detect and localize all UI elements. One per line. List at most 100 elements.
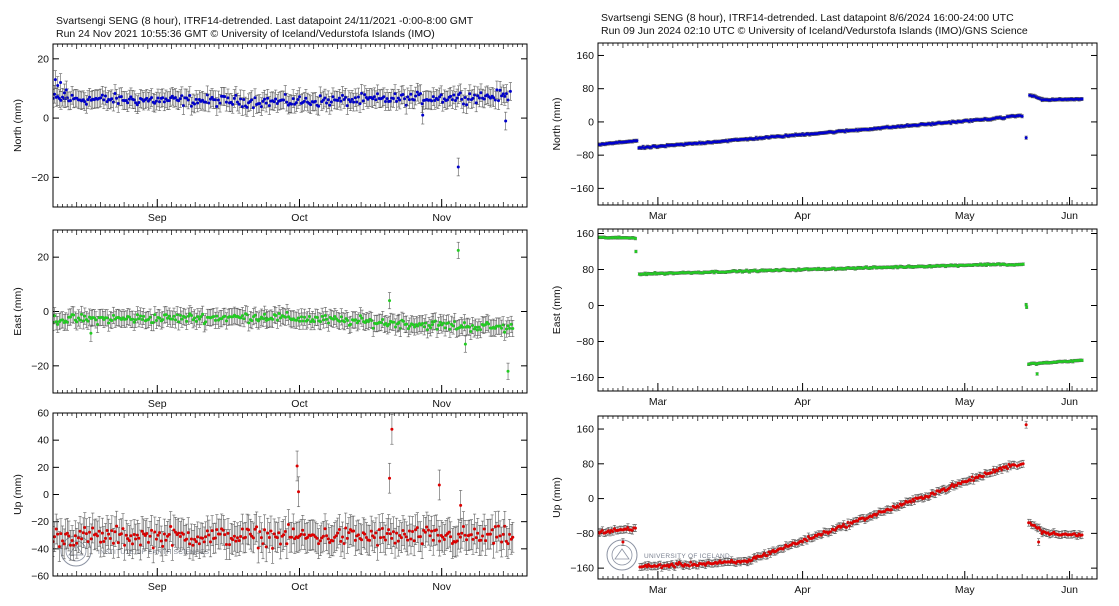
up-data-point — [283, 530, 287, 534]
month-label: Oct — [291, 212, 307, 224]
up-data-point — [484, 539, 488, 543]
up-data-point — [186, 531, 190, 535]
month-label: Mar — [649, 210, 668, 222]
east-data-point — [96, 322, 100, 326]
y-axis-label: East (mm) — [12, 287, 24, 335]
east-data-point — [451, 324, 455, 328]
north-data-point — [283, 92, 287, 96]
up-data-point — [401, 529, 405, 533]
north-data-point — [313, 99, 317, 103]
up-data-point — [264, 545, 268, 549]
north-data-point — [153, 101, 157, 105]
north-data-point — [385, 97, 389, 101]
east-data-point — [416, 324, 420, 328]
north-data-point — [393, 92, 397, 96]
north-data-point — [479, 91, 483, 95]
north-data-point — [83, 100, 87, 104]
up-data-point — [473, 527, 477, 531]
up-data-point — [457, 532, 461, 536]
north-data-point — [194, 97, 198, 101]
up-data-point — [374, 531, 378, 535]
data-points — [53, 70, 513, 177]
north-data-point — [177, 99, 181, 103]
east-data-point — [422, 325, 426, 329]
east-data-point — [148, 315, 152, 319]
y-tick-label: −80 — [576, 150, 594, 162]
east-data-point — [339, 315, 343, 319]
east-data-point — [100, 315, 104, 319]
north-data-point — [345, 104, 349, 108]
up-data-point — [129, 534, 133, 538]
up-data-point — [69, 543, 73, 547]
east-data-point — [327, 321, 331, 325]
east-data-point — [263, 312, 267, 316]
up-data-point — [390, 536, 394, 540]
north-data-point — [449, 94, 453, 98]
east-data-point — [80, 312, 84, 316]
up-data-point — [132, 532, 136, 536]
up-data-point — [105, 529, 109, 533]
up-data-point — [100, 531, 104, 535]
north-data-point — [158, 100, 162, 104]
east-data-point — [301, 319, 305, 323]
up-data-point — [99, 540, 103, 544]
up-data-point — [178, 535, 182, 539]
up-data-point — [244, 535, 248, 539]
up-data-point — [302, 533, 306, 537]
north-data-point — [504, 119, 508, 123]
north-data-point — [302, 99, 306, 103]
north-data-point — [404, 103, 408, 107]
up-data-point — [396, 539, 400, 543]
up-data-point — [115, 524, 119, 528]
up-data-point — [404, 535, 408, 539]
up-data-point — [209, 540, 213, 544]
up-data-point — [356, 533, 360, 537]
left-header-line2: Run 24 Nov 2021 10:55:36 GMT © Universit… — [56, 28, 435, 40]
north-data-point — [504, 92, 508, 96]
north-data-point — [635, 139, 639, 143]
east-data-point — [467, 325, 471, 329]
up-data-point — [334, 534, 338, 538]
east-data-point — [446, 321, 450, 325]
up-data-point — [393, 541, 397, 545]
east-data-point — [333, 314, 337, 318]
north-data-point — [350, 97, 354, 101]
up-data-point — [391, 530, 395, 534]
up-data-point — [290, 535, 294, 539]
east-data-point — [331, 317, 335, 321]
north-data-point — [388, 99, 392, 103]
east-data-point — [303, 315, 307, 319]
east-data-point — [433, 319, 437, 323]
east-data-point — [279, 316, 283, 320]
up-data-point — [286, 522, 290, 526]
up-data-point — [169, 525, 173, 529]
north-data-point — [506, 98, 510, 102]
east-data-point — [172, 314, 176, 318]
north-data-point — [137, 101, 141, 105]
east-data-point — [295, 318, 299, 322]
north-data-point — [496, 99, 500, 103]
up-data-point — [460, 531, 464, 535]
east-data-point — [299, 315, 303, 319]
up-data-point — [137, 536, 141, 540]
up-data-point — [139, 543, 143, 547]
east-data-point — [443, 326, 447, 330]
up-data-point — [135, 533, 139, 537]
up-data-point — [202, 540, 206, 544]
north-data-point — [193, 102, 197, 106]
east-data-point — [174, 318, 178, 322]
north-data-point — [352, 100, 356, 104]
up-data-point — [449, 535, 453, 539]
north-data-point — [234, 93, 238, 97]
up-data-point — [353, 538, 357, 542]
north-data-point — [395, 99, 399, 103]
east-data-point — [499, 326, 503, 330]
east-data-point — [65, 320, 69, 324]
north-data-point — [341, 93, 345, 97]
north-data-point — [318, 94, 322, 98]
up-data-point — [213, 536, 217, 540]
east-data-point — [194, 319, 198, 323]
y-tick-label: 0 — [43, 113, 49, 125]
up-data-point — [441, 535, 445, 539]
north-data-point — [409, 92, 413, 96]
